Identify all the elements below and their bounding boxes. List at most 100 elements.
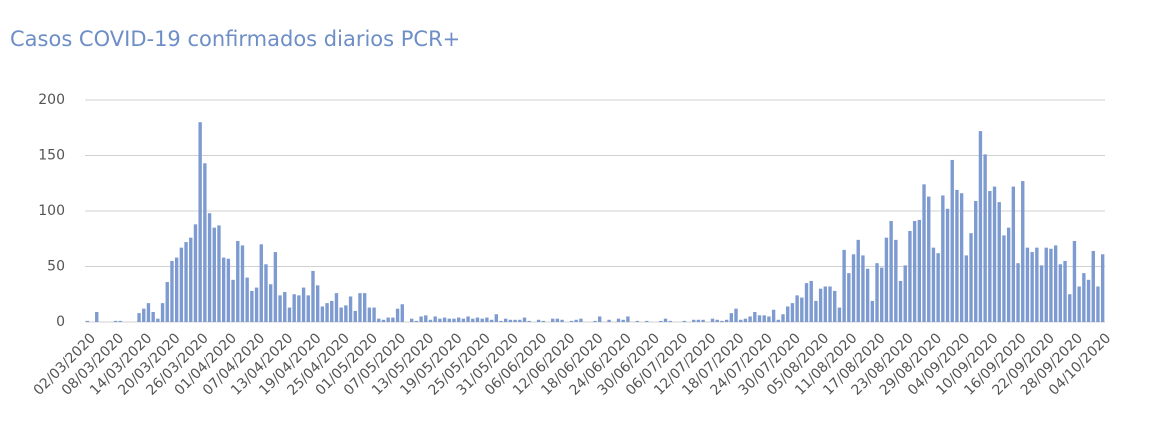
bar <box>1100 254 1105 322</box>
bar <box>301 287 306 322</box>
bar <box>668 320 672 322</box>
bar <box>560 319 564 322</box>
bar <box>358 293 362 322</box>
bar <box>325 303 329 322</box>
y-tick-label: 200 <box>38 92 65 108</box>
bar <box>739 319 743 322</box>
bar <box>480 318 484 322</box>
bar <box>950 159 954 322</box>
bar <box>226 258 231 322</box>
bar <box>621 319 625 322</box>
bar <box>377 318 381 322</box>
bar <box>438 318 442 322</box>
bar <box>978 131 983 322</box>
bar <box>870 300 875 322</box>
bar <box>330 300 334 322</box>
bar <box>428 319 433 322</box>
bar <box>734 308 738 322</box>
bar <box>1049 248 1053 322</box>
bar <box>419 316 423 322</box>
bar <box>315 285 320 322</box>
bar <box>983 154 987 322</box>
bar <box>903 265 907 322</box>
bar <box>1077 286 1081 322</box>
bar <box>894 239 898 322</box>
bar <box>616 318 621 322</box>
bar <box>1091 250 1095 322</box>
bar <box>927 196 931 322</box>
bar <box>1086 279 1091 322</box>
bar <box>828 286 832 322</box>
bar <box>696 319 701 322</box>
bar <box>372 307 376 322</box>
bar <box>1011 186 1016 322</box>
bar <box>762 315 766 322</box>
bar <box>569 320 574 322</box>
bar <box>917 219 922 322</box>
bar <box>471 318 475 322</box>
bar <box>433 316 437 322</box>
bar <box>165 282 169 322</box>
bar <box>715 319 719 322</box>
bar <box>297 295 301 322</box>
chart-title: Casos COVID-19 confirmados diarios PCR+ <box>10 27 460 51</box>
bar <box>663 318 668 322</box>
bar <box>1016 263 1020 322</box>
bar <box>146 303 151 322</box>
bar <box>804 283 809 322</box>
bar <box>499 320 503 322</box>
bar <box>518 319 522 322</box>
bar <box>1072 240 1077 322</box>
bar <box>113 320 118 322</box>
bar <box>931 247 936 322</box>
bar <box>781 314 785 322</box>
bar <box>475 317 480 322</box>
bar <box>348 296 353 322</box>
bar <box>231 279 235 322</box>
bar <box>743 318 748 322</box>
bar <box>306 295 310 322</box>
bar <box>809 280 813 322</box>
bar <box>268 284 273 322</box>
bar <box>795 295 799 322</box>
bar <box>236 240 240 322</box>
bar <box>85 320 90 322</box>
bar <box>912 220 917 322</box>
bar <box>160 303 165 322</box>
bar <box>541 320 545 322</box>
bar <box>729 313 734 322</box>
bar <box>1006 227 1011 322</box>
bar <box>593 320 597 322</box>
bar <box>381 319 386 322</box>
bar <box>212 227 216 322</box>
bar <box>494 314 498 322</box>
y-tick-label: 0 <box>56 314 65 330</box>
bar <box>626 316 630 322</box>
bar <box>1063 260 1067 322</box>
y-tick-label: 50 <box>47 259 65 275</box>
bar <box>856 239 860 322</box>
bar <box>142 308 146 322</box>
bar <box>456 317 461 322</box>
bar <box>203 163 207 322</box>
bar <box>400 304 404 322</box>
bar <box>184 242 188 322</box>
bar <box>814 300 818 322</box>
bar <box>287 307 292 322</box>
bar <box>245 277 249 322</box>
bar <box>156 318 160 322</box>
bar <box>861 255 865 322</box>
bar <box>151 312 155 322</box>
bar <box>847 273 851 322</box>
bar <box>174 257 179 322</box>
bar <box>339 307 343 322</box>
bar <box>941 195 945 322</box>
bar <box>889 220 893 322</box>
bar <box>466 316 470 322</box>
bar <box>988 191 992 322</box>
bar <box>137 313 141 322</box>
bar <box>95 312 99 322</box>
bar <box>118 320 122 322</box>
bar <box>959 193 964 322</box>
